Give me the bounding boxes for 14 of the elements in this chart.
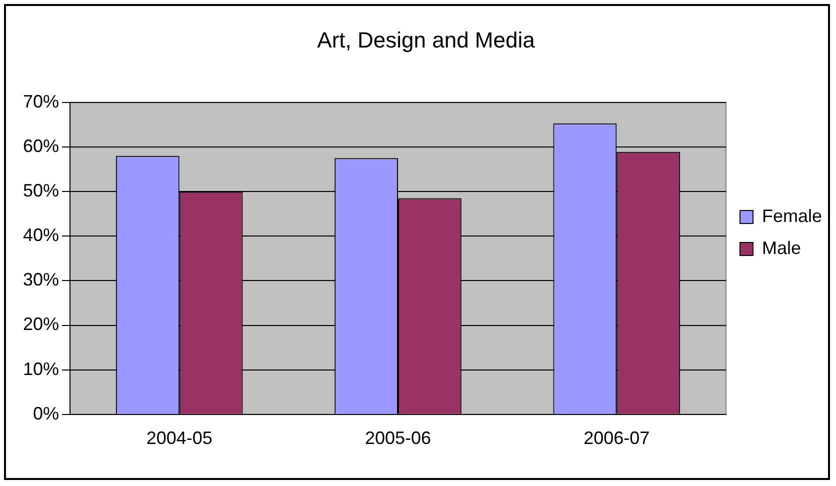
y-tick-label: 20% bbox=[22, 314, 60, 334]
x-tick-label: 2006-07 bbox=[584, 428, 650, 448]
y-tick-label: 70% bbox=[22, 91, 60, 112]
y-tick-label: 0% bbox=[33, 403, 60, 424]
legend-label: Male bbox=[762, 238, 801, 258]
y-tick-label: 60% bbox=[22, 136, 60, 156]
y-tick-label: 50% bbox=[22, 180, 60, 201]
x-tick-label: 2005-06 bbox=[364, 428, 432, 448]
x-tick-label: 2004-05 bbox=[146, 428, 212, 448]
legend-label: Female bbox=[762, 206, 822, 226]
chart-title: Art, Design and Media bbox=[317, 27, 536, 52]
y-tick-label: 30% bbox=[22, 270, 60, 290]
y-tick-label: 10% bbox=[22, 358, 60, 379]
y-tick-label: 40% bbox=[22, 225, 60, 246]
